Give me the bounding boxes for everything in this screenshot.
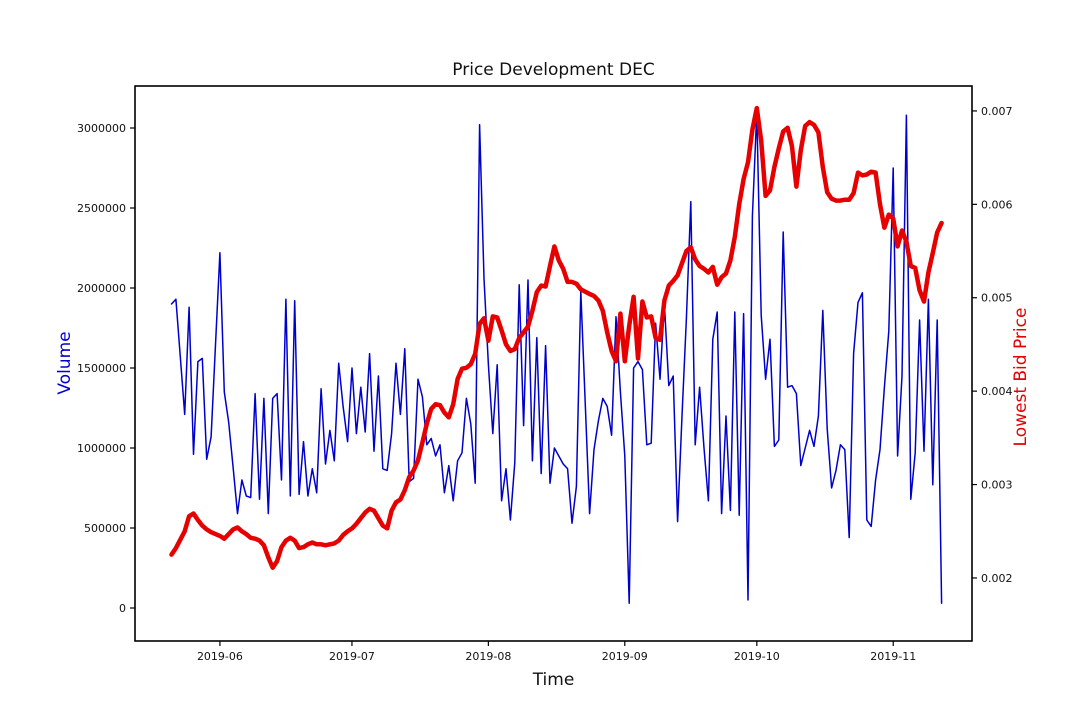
y-left-tick-label: 3000000 (77, 122, 126, 135)
x-tick-label: 2019-07 (329, 650, 375, 663)
volume-line (170, 111, 943, 604)
y-left-tick-label: 2500000 (77, 202, 126, 215)
y-axis-label-left: Volume (55, 331, 75, 395)
y-right-tick-label: 0.002 (981, 572, 1013, 585)
y-right-tick-label: 0.003 (981, 479, 1013, 492)
chart-title: Price Development DEC (452, 60, 655, 80)
x-tick-label: 2019-08 (465, 650, 511, 663)
y-right-tick-label: 0.004 (981, 385, 1013, 398)
y-right-tick-label: 0.007 (981, 105, 1013, 118)
x-tick-label: 2019-10 (734, 650, 780, 663)
x-axis-label: Time (532, 670, 575, 690)
y-axis-label-right: Lowest Bid Price (1011, 307, 1031, 447)
y-left-tick-label: 1000000 (77, 442, 126, 455)
price-line (169, 105, 944, 570)
y-left-tick-label: 500000 (84, 522, 126, 535)
x-tick-label: 2019-11 (870, 650, 916, 663)
y-right-tick-label: 0.006 (981, 198, 1013, 211)
axis-frame (134, 85, 973, 642)
y-left-tick-label: 1500000 (77, 362, 126, 375)
x-tick-label: 2019-06 (197, 650, 243, 663)
y-right-tick-label: 0.005 (981, 292, 1013, 305)
x-tick-label: 2019-09 (602, 650, 648, 663)
y-left-tick-label: 0 (119, 602, 126, 615)
y-left-tick-label: 2000000 (77, 282, 126, 295)
